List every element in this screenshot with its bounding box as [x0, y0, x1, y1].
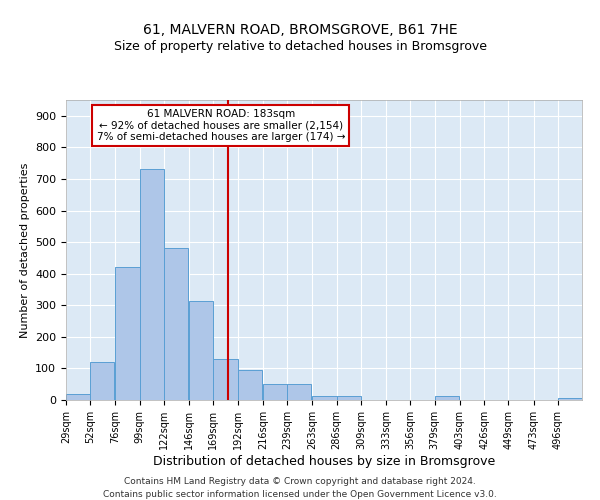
Text: 61, MALVERN ROAD, BROMSGROVE, B61 7HE: 61, MALVERN ROAD, BROMSGROVE, B61 7HE [143, 22, 457, 36]
Bar [66, 394, 90, 400]
Text: Contains HM Land Registry data © Crown copyright and database right 2024.
Contai: Contains HM Land Registry data © Crown c… [103, 478, 497, 499]
Bar [189, 300, 214, 400]
Bar [434, 396, 459, 400]
Bar [140, 170, 164, 400]
Bar [558, 398, 582, 400]
Bar [90, 362, 115, 400]
X-axis label: Distribution of detached houses by size in Bromsgrove: Distribution of detached houses by size … [153, 454, 495, 468]
Text: 61 MALVERN ROAD: 183sqm
← 92% of detached houses are smaller (2,154)
7% of semi-: 61 MALVERN ROAD: 183sqm ← 92% of detache… [97, 109, 345, 142]
Y-axis label: Number of detached properties: Number of detached properties [20, 162, 29, 338]
Bar [263, 384, 287, 400]
Bar [238, 370, 262, 400]
Bar [337, 396, 361, 400]
Bar [287, 384, 311, 400]
Bar [214, 359, 238, 400]
Bar [164, 248, 188, 400]
Bar [115, 268, 140, 400]
Bar [313, 396, 337, 400]
Text: Size of property relative to detached houses in Bromsgrove: Size of property relative to detached ho… [113, 40, 487, 53]
